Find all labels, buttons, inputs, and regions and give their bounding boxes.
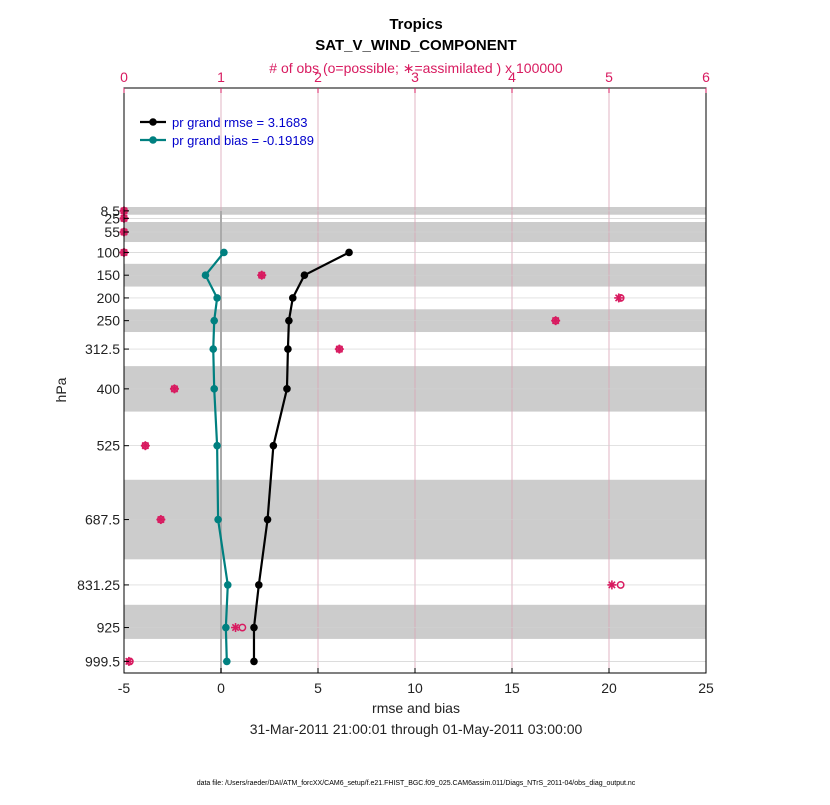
y-tick-label: 687.5 [85,512,120,528]
series-0-point [255,581,263,589]
top-tick-label: 3 [411,69,419,85]
x-tick-label: 15 [504,680,520,696]
series-0-point [284,345,292,353]
y-tick-label: 55 [104,224,120,240]
obs-assimilated-marker [607,580,617,590]
asterisk-stroke [608,581,616,589]
y-tick-label: 8.5 [101,203,121,219]
obs-assimilated-marker [140,441,150,451]
series-1-point [209,345,218,353]
top-tick-label: 6 [702,69,710,85]
date-range: 31-Mar-2011 21:00:01 through 01-May-2011… [250,721,583,737]
obs-assimilated-marker [551,316,561,326]
series-layer [201,248,353,666]
y-tick-label: 200 [97,290,121,306]
series-1-point [210,385,219,393]
top-tick-label: 2 [314,69,322,85]
obs-assimilated-marker [614,293,624,303]
asterisk-stroke [551,316,560,325]
chart-subtitle: SAT_V_WIND_COMPONENT [315,37,516,54]
y-tick-label: 400 [97,381,121,397]
asterisk-stroke [141,441,150,450]
series-0-point [250,623,258,632]
obs-assimilated-marker [257,270,267,280]
chart-title: Tropics [389,16,442,33]
y-tick-label: 150 [97,267,121,283]
asterisk-stroke [257,271,266,279]
asterisk-stroke [170,385,179,393]
asterisk-stroke [335,345,344,353]
x-axis-label: rmse and bias [372,700,460,716]
series-1-point [222,623,230,632]
series-0-point [269,441,278,450]
legend-label-0: pr grand rmse = 3.1683 [172,115,308,130]
data-file-footer: data file: /Users/raeder/DAI/ATM_forcXX/… [197,780,636,787]
y-axis-label: hPa [53,377,69,402]
series-0-point [345,248,353,257]
x-tick-label: -5 [118,680,131,696]
series-1-point [213,441,221,450]
series-0-point [285,316,293,325]
obs-assimilated-marker [334,344,344,354]
obs-count-markers [119,206,625,666]
obs-assimilated-marker [156,515,166,525]
x-tick-label: 5 [314,680,322,696]
obs-assimilated-marker [231,623,241,633]
series-1-point [223,657,231,666]
y-tick-label: 100 [97,244,121,260]
obs-assimilated-marker [169,384,179,394]
x-tick-label: 25 [698,680,714,696]
legend-marker-1 [149,136,157,144]
series-0-point [283,385,291,393]
asterisk-stroke [157,515,165,524]
y-tick-label: 250 [97,313,121,329]
series-0-point [300,271,309,279]
series-1-point [220,248,228,257]
series-1-point [213,294,221,302]
series-1-point [210,316,219,325]
x-tick-label: 20 [601,680,617,696]
top-tick-label: 5 [605,69,613,85]
legend: pr grand rmse = 3.1683 pr grand bias = -0… [140,115,314,148]
top-tick-label: 1 [217,69,225,85]
x-tick-label: 0 [217,680,225,696]
legend-label-1: pr grand bias = -0.19189 [172,133,314,148]
asterisk-stroke [231,623,240,632]
top-tick-label: 0 [120,69,128,85]
y-tick-label: 312.5 [85,341,120,357]
series-0-point [250,657,258,666]
top-tick-label: 4 [508,69,516,85]
asterisk-stroke [614,294,623,302]
obs-possible-marker [616,580,625,589]
legend-marker-0 [149,118,157,126]
series-1-point [201,271,210,279]
top-axis-label: # of obs (o=possible; ∗=assimilated ) x … [269,60,563,76]
x-tick-label: 10 [407,680,423,696]
series-1-point [214,515,222,524]
y-tick-label: 25 [104,210,120,226]
y-tick-label: 925 [97,620,121,636]
series-1-point [223,581,232,589]
series-0-point [288,294,297,302]
y-tick-label: 525 [97,438,121,454]
axes: -5 0 5 10 15 20 250 1 2 3 4 5 68.5255510015020025031… [77,69,714,696]
y-tick-label: 999.5 [85,653,120,669]
y-tick-label: 831.25 [77,577,120,593]
series-0-point [263,515,272,524]
